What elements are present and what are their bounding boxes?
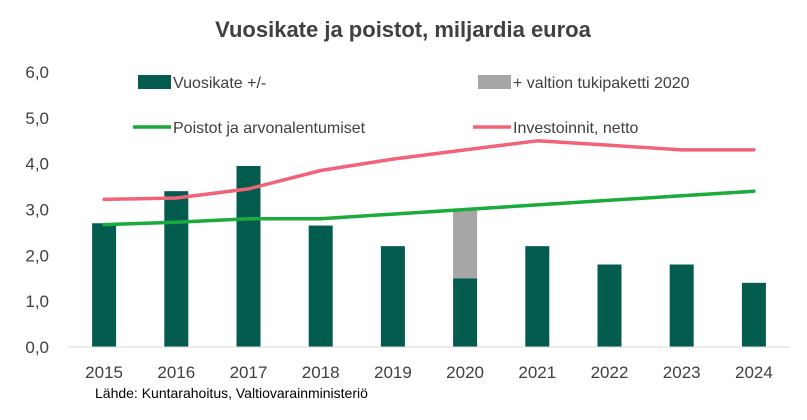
x-axis-ticks: 2015 2016 2017 2018 2019 2020 2021 2022 2023 2024 bbox=[85, 363, 773, 382]
line-investoinnit bbox=[102, 139, 756, 202]
bar-vuosikate bbox=[597, 264, 622, 347]
bar-vuosikate bbox=[669, 264, 694, 347]
x-tick-label: 2021 bbox=[518, 363, 556, 382]
x-tick-label: 2023 bbox=[663, 363, 701, 382]
bar-vuosikate bbox=[380, 246, 405, 347]
y-tick-label: 1,0 bbox=[25, 292, 49, 311]
legend-label: Vuosikate +/- bbox=[173, 75, 266, 92]
y-tick-label: 0,0 bbox=[25, 338, 49, 357]
bar-vuosikate bbox=[308, 225, 333, 347]
line-poistot bbox=[102, 189, 756, 227]
x-tick-label: 2019 bbox=[374, 363, 412, 382]
legend-label: Poistot ja arvonalentumiset bbox=[173, 120, 366, 137]
bar-vuosikate bbox=[92, 223, 117, 347]
bar-vuosikate bbox=[525, 246, 550, 347]
y-tick-label: 4,0 bbox=[25, 155, 49, 174]
bar-vuosikate bbox=[164, 191, 189, 347]
bar-vuosikate bbox=[741, 282, 766, 347]
y-tick-label: 6,0 bbox=[25, 63, 49, 82]
legend-bar-swatch bbox=[138, 75, 171, 89]
y-axis-ticks: 0,0 1,0 2,0 3,0 4,0 5,0 6,0 bbox=[25, 63, 49, 357]
x-tick-label: 2020 bbox=[446, 363, 484, 382]
bar-group bbox=[92, 165, 766, 347]
source-note: Lähde: Kuntarahoitus, Valtiovarainminist… bbox=[95, 385, 368, 401]
chart-title: Vuosikate ja poistot, miljardia euroa bbox=[215, 17, 591, 42]
bar-vuosikate bbox=[236, 165, 261, 347]
y-tick-label: 2,0 bbox=[25, 246, 49, 265]
bar-vuosikate bbox=[453, 278, 478, 347]
legend-label: Investoinnit, netto bbox=[513, 120, 639, 137]
legend-label: + valtion tukipaketti 2020 bbox=[513, 75, 690, 92]
bar-tukipaketti bbox=[453, 209, 478, 279]
y-tick-label: 5,0 bbox=[25, 109, 49, 128]
legend-bar-swatch bbox=[478, 75, 511, 89]
legend: Vuosikate +/- + valtion tukipaketti 2020 P… bbox=[133, 75, 690, 137]
x-tick-label: 2017 bbox=[230, 363, 268, 382]
x-tick-label: 2024 bbox=[735, 363, 773, 382]
y-tick-label: 3,0 bbox=[25, 201, 49, 220]
x-tick-label: 2016 bbox=[157, 363, 195, 382]
x-tick-label: 2018 bbox=[302, 363, 340, 382]
line-group bbox=[102, 139, 756, 227]
x-tick-label: 2022 bbox=[591, 363, 629, 382]
x-tick-label: 2015 bbox=[85, 363, 123, 382]
